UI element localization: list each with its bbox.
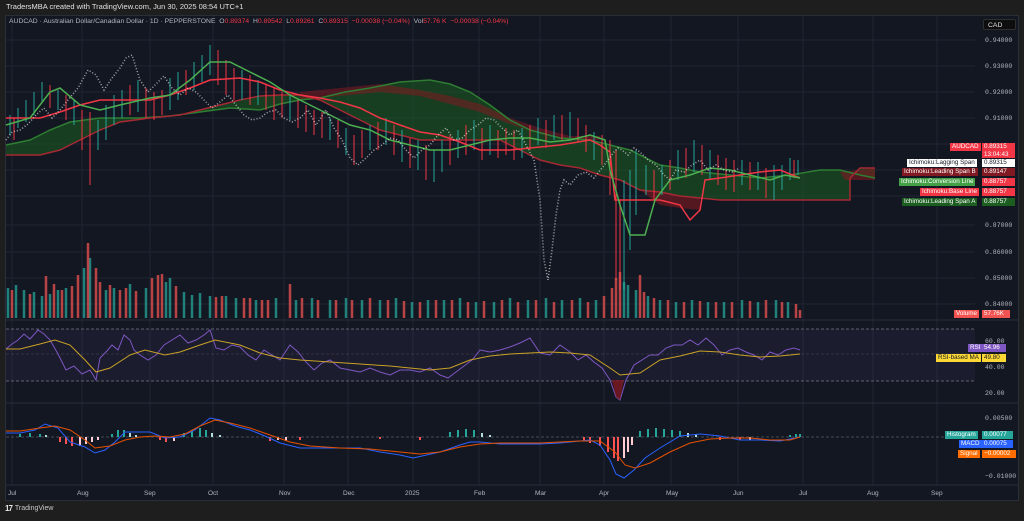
svg-text:0.93000: 0.93000 — [985, 63, 1012, 70]
svg-text:40.00: 40.00 — [985, 364, 1005, 371]
svg-text:0.87000: 0.87000 — [985, 222, 1012, 229]
symbol-name: AUDCAD · Australian Dollar/Canadian Doll… — [9, 18, 216, 25]
volume-change: −0.00038 (−0.04%) — [450, 18, 509, 25]
rsi-band — [6, 329, 975, 381]
svg-text:2025: 2025 — [405, 490, 420, 497]
svg-text:Sep: Sep — [144, 490, 156, 497]
svg-text:Oct: Oct — [208, 490, 218, 497]
open-value: 0.89374 — [224, 18, 250, 25]
svg-text:May: May — [666, 490, 679, 497]
svg-text:Aug: Aug — [77, 490, 89, 497]
base-line-tag-label: Ichimoku:Base Line — [920, 188, 979, 196]
rsi-line — [5, 329, 801, 401]
svg-text:0.92000: 0.92000 — [985, 89, 1012, 96]
rsi-ma-tag-value: 49.80 — [982, 354, 1006, 362]
volume-value: 57.76 K — [423, 18, 447, 25]
svg-text:0.91000: 0.91000 — [985, 115, 1012, 122]
svg-text:Aug: Aug — [867, 490, 879, 497]
volume-tag-value: 57.76K — [982, 310, 1010, 318]
svg-text:0.86000: 0.86000 — [985, 249, 1012, 256]
price-axis[interactable]: 0.94000 0.93000 0.92000 0.91000 0.87000 … — [985, 37, 1012, 308]
signal-line — [6, 419, 801, 469]
svg-text:Jun: Jun — [733, 490, 744, 497]
svg-text:Jul: Jul — [799, 490, 808, 497]
lagging-span-tag-value: 0.89315 — [982, 159, 1015, 167]
svg-text:Dec: Dec — [343, 490, 355, 497]
leading-span-a-tag-label: Ichimoku:Leading Span A — [902, 198, 978, 206]
svg-text:60.00: 60.00 — [985, 338, 1005, 345]
chart-pane[interactable] — [5, 15, 1019, 501]
svg-text:Nov: Nov — [279, 490, 291, 497]
bar-countdown: 13:04:43 — [984, 150, 1009, 158]
macd-histogram — [19, 428, 801, 461]
conversion-line-tag-label: Ichimoku:Conversion Line — [899, 178, 976, 186]
macd-tag-value: 0.00075 — [982, 440, 1013, 448]
header-bar: TradersMBA created with TradingView.com,… — [0, 0, 1024, 15]
audcad-tag-label: AUDCAD — [950, 143, 981, 151]
tradingview-logo-icon: 17 — [5, 504, 13, 513]
high-value: 0.89542 — [257, 18, 283, 25]
low-value: 0.89261 — [290, 18, 315, 25]
svg-text:Apr: Apr — [599, 490, 610, 497]
symbol-legend[interactable]: AUDCAD · Australian Dollar/Canadian Doll… — [9, 18, 509, 25]
ichimoku-cloud — [5, 79, 876, 210]
svg-text:Mar: Mar — [535, 490, 547, 497]
svg-text:0.85000: 0.85000 — [985, 275, 1012, 282]
macd-line — [6, 417, 801, 479]
signal-tag-value: −0.00002 — [982, 450, 1016, 458]
rsi-axis[interactable]: 60.00 40.00 20.00 — [985, 338, 1005, 397]
volume-bars — [6, 243, 802, 318]
base-line-tag-value: 0.88757 — [982, 188, 1015, 196]
svg-text:0.94000: 0.94000 — [985, 37, 1012, 44]
signal-tag-label: Signal — [958, 450, 980, 458]
rsi-tag-label: RSI — [968, 344, 983, 352]
brand-name: TradingView — [14, 505, 54, 512]
histogram-tag-label: Histogram — [945, 431, 978, 439]
conversion-line-tag-value: 0.88757 — [982, 178, 1015, 186]
macd-tag-label: MACD — [959, 440, 982, 448]
svg-text:Jul: Jul — [8, 490, 17, 497]
lagging-span — [5, 53, 741, 281]
svg-text:0.84000: 0.84000 — [985, 301, 1012, 308]
svg-text:Feb: Feb — [474, 490, 486, 497]
grid-lines — [6, 16, 975, 485]
audcad-price-tag: 0.89315 13:04:43 — [982, 143, 1015, 158]
rsi-tag-value: 54.96 — [982, 344, 1006, 352]
macd-axis[interactable]: 0.00500 −0.01000 — [985, 415, 1016, 480]
leading-span-b-tag-label: Ichimoku:Leading Span B — [902, 168, 978, 176]
leading-span-a-tag-value: 0.88757 — [982, 198, 1015, 206]
svg-text:20.00: 20.00 — [985, 390, 1005, 397]
currency-button[interactable]: CAD — [983, 19, 1016, 30]
rsi-ma-tag-label: RSI-based MA — [936, 354, 981, 362]
leading-span-b-tag-value: 0.89147 — [982, 168, 1015, 176]
svg-text:0.00500: 0.00500 — [985, 415, 1012, 422]
tradingview-footer[interactable]: 17 TradingView — [5, 504, 53, 513]
histogram-tag-value: 0.00077 — [982, 431, 1013, 439]
conversion-line — [5, 61, 801, 236]
rsi-ma-line — [6, 339, 801, 376]
credit-text: TradersMBA created with TradingView.com,… — [6, 2, 244, 11]
time-axis[interactable]: Jul Aug Sep Oct Nov Dec 2025 Feb Mar Apr… — [8, 490, 943, 497]
close-value: 0.89315 — [323, 18, 348, 25]
svg-text:Sep: Sep — [931, 490, 943, 497]
svg-text:−0.01000: −0.01000 — [985, 473, 1016, 480]
change-value: −0.00038 (−0.04%) — [351, 18, 410, 25]
volume-tag-label: Volume — [954, 310, 980, 318]
lagging-span-tag-label: Ichimoku:Lagging Span — [907, 159, 977, 167]
